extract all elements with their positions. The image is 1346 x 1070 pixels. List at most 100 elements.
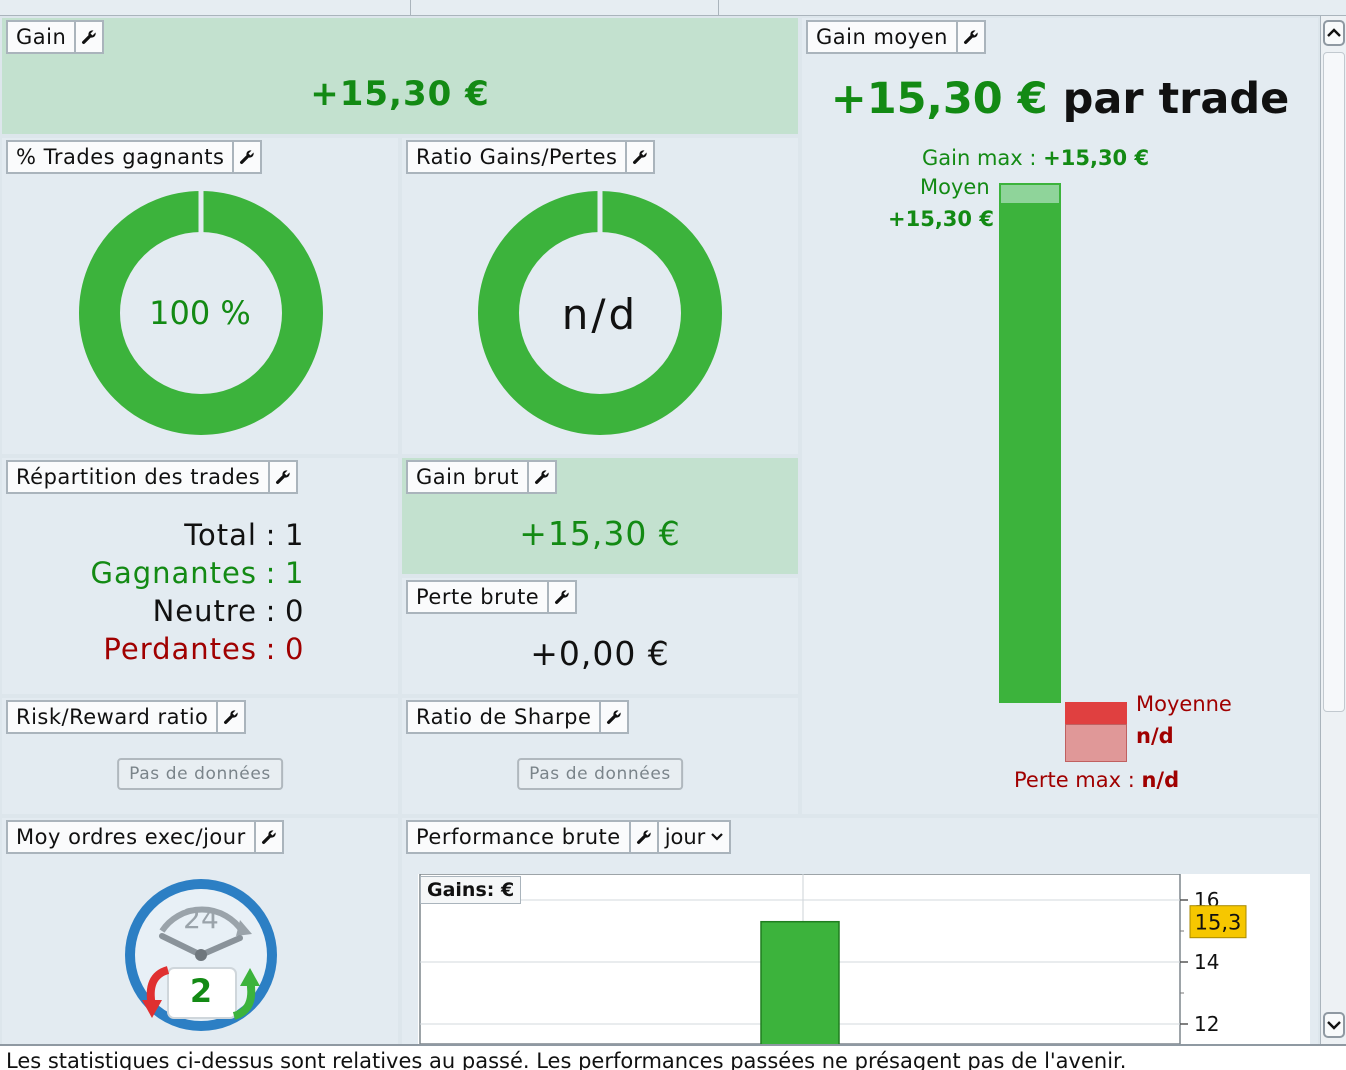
list-item: Total : 1 <box>2 516 398 554</box>
moy-ordres-title: Moy ordres exec/jour <box>16 825 246 849</box>
gain-moyen-suffix: par trade <box>1062 74 1290 124</box>
row-label: Gagnantes <box>90 556 257 590</box>
clock-top-label: 24 <box>183 902 219 935</box>
wrench-icon[interactable] <box>625 142 653 172</box>
scroll-thumb[interactable] <box>1323 52 1345 712</box>
moy-ordres-panel: Moy ordres exec/jour 24 2 <box>2 818 398 1044</box>
gain-panel: Gain +15,30 € <box>2 18 798 134</box>
current-value-badge <box>1189 905 1247 939</box>
wrench-icon[interactable] <box>216 702 244 732</box>
gain-moyen-value: +15,30 € <box>830 74 1048 124</box>
perte-max-label: Perte max : <box>1014 768 1142 792</box>
wrench-icon[interactable] <box>268 462 296 492</box>
gain-brut-value: +15,30 € <box>519 514 681 553</box>
row-value: 0 <box>285 594 305 628</box>
repartition-header: Répartition des trades <box>6 460 299 494</box>
moyenne-label: Moyenne <box>1136 692 1232 716</box>
loss-bar-average-marker <box>1065 724 1127 762</box>
moyen-label: Moyen <box>920 175 990 199</box>
chart-frame <box>419 874 1181 1044</box>
row-label: Neutre <box>152 594 257 628</box>
chevron-down-icon <box>711 833 724 841</box>
win-rate-value: 100 % <box>149 294 251 332</box>
perte-brute-value: +0,00 € <box>530 634 670 673</box>
loss-bar <box>1065 702 1127 724</box>
pct-trades-header: % Trades gagnants <box>6 140 263 174</box>
ratio-value: n/d <box>561 290 639 339</box>
gain-max-line: Gain max : +15,30 € <box>922 146 1149 170</box>
row-label: Total <box>184 518 257 552</box>
tab-divider <box>718 0 719 16</box>
vertical-scrollbar[interactable] <box>1320 16 1346 1044</box>
top-tabstrip <box>0 0 1346 16</box>
list-item: Gagnantes : 1 <box>2 554 398 592</box>
disclaimer-footer: Les statistiques ci-dessus sont relative… <box>0 1044 1346 1070</box>
sharpe-title: Ratio de Sharpe <box>416 705 592 729</box>
perte-brute-header: Perte brute <box>406 580 578 614</box>
gain-moyen-headline: +15,30 € par trade <box>802 74 1318 124</box>
risk-reward-title: Risk/Reward ratio <box>16 705 209 729</box>
chevron-down-icon <box>1327 1021 1341 1030</box>
performance-title: Performance brute <box>416 825 621 849</box>
wrench-icon[interactable] <box>232 142 260 172</box>
gain-moyen-panel: Gain moyen +15,30 € par trade Gain max :… <box>802 18 1318 814</box>
sharpe-header: Ratio de Sharpe <box>406 700 630 734</box>
gain-value: +15,30 € <box>310 74 490 114</box>
gain-bar <box>999 183 1061 703</box>
wrench-icon[interactable] <box>547 582 575 612</box>
sharpe-panel: Ratio de Sharpe Pas de données <box>402 698 798 814</box>
scroll-up-button[interactable] <box>1323 20 1345 46</box>
no-data-button[interactable]: Pas de données <box>117 758 283 790</box>
moyen-value: +15,30 € <box>888 207 994 231</box>
wrench-icon[interactable] <box>955 22 984 52</box>
clock-icon: 24 2 <box>122 876 280 1034</box>
wrench-icon[interactable] <box>253 822 282 852</box>
ratio-gp-title: Ratio Gains/Pertes <box>416 145 618 169</box>
period-value: jour <box>664 825 706 849</box>
gain-moyen-header: Gain moyen <box>806 20 986 54</box>
moyenne-value: n/d <box>1136 724 1174 748</box>
ratio-gp-panel: Ratio Gains/Pertes n/d <box>402 138 798 454</box>
row-label: Perdantes <box>103 632 257 666</box>
gain-brut-panel: Gain brut +15,30 € <box>402 458 798 574</box>
list-item: Neutre : 0 <box>2 592 398 630</box>
wrench-icon[interactable] <box>74 22 102 52</box>
y-tick-label: 12 <box>1194 1012 1219 1036</box>
no-data-button[interactable]: Pas de données <box>517 758 683 790</box>
repartition-panel: Répartition des trades Total : 1 Gagnant… <box>2 458 398 694</box>
gain-max-value: +15,30 € <box>1043 146 1150 170</box>
chevron-up-icon <box>1327 28 1341 37</box>
perte-brute-panel: Perte brute +0,00 € <box>402 578 798 694</box>
pct-trades-panel: % Trades gagnants 100 % <box>2 138 398 454</box>
risk-reward-panel: Risk/Reward ratio Pas de données <box>2 698 398 814</box>
row-value: 1 <box>285 556 305 590</box>
row-value: 1 <box>285 518 305 552</box>
ratio-gp-header: Ratio Gains/Pertes <box>406 140 656 174</box>
gain-moyen-title: Gain moyen <box>816 25 948 49</box>
row-value: 0 <box>285 632 305 666</box>
clock-number: 2 <box>189 972 213 1010</box>
performance-chart-area: 16 14 12 15,3 Gains: € <box>418 874 1310 1044</box>
wrench-icon[interactable] <box>599 702 627 732</box>
chart-ylabel: Gains: € <box>420 876 522 904</box>
period-select[interactable]: jour <box>656 822 730 852</box>
tab-divider <box>410 0 411 16</box>
gain-max-label: Gain max : <box>922 146 1044 170</box>
risk-reward-header: Risk/Reward ratio <box>6 700 247 734</box>
ratio-donut <box>478 190 722 435</box>
gain-brut-title: Gain brut <box>416 465 519 489</box>
list-item: Perdantes : 0 <box>2 630 398 668</box>
moy-ordres-header: Moy ordres exec/jour <box>6 820 284 854</box>
wrench-icon[interactable] <box>628 822 657 852</box>
wrench-icon[interactable] <box>526 462 555 492</box>
scroll-down-button[interactable] <box>1323 1012 1345 1038</box>
repartition-list: Total : 1 Gagnantes : 1 Neutre : 0 Perda… <box>2 516 398 668</box>
perte-max-value: n/d <box>1141 768 1180 792</box>
bar <box>760 920 840 1044</box>
win-rate-donut <box>79 190 323 435</box>
gain-title: Gain <box>16 25 67 49</box>
perte-brute-title: Perte brute <box>416 585 540 609</box>
pct-trades-title: % Trades gagnants <box>16 145 225 169</box>
y-tick-label: 14 <box>1194 950 1219 974</box>
